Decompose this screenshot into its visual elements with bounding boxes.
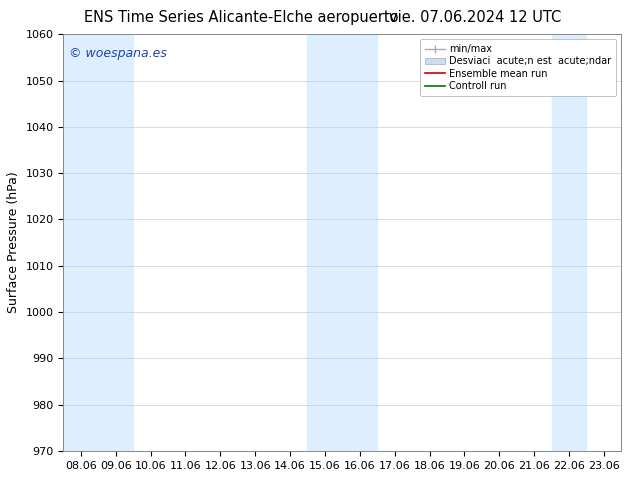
Text: vie. 07.06.2024 12 UTC: vie. 07.06.2024 12 UTC <box>389 10 562 25</box>
Bar <box>552 34 586 451</box>
Bar <box>63 34 98 451</box>
Bar <box>342 34 377 451</box>
Text: ENS Time Series Alicante-Elche aeropuerto: ENS Time Series Alicante-Elche aeropuert… <box>84 10 398 25</box>
Bar <box>307 34 342 451</box>
Y-axis label: Surface Pressure (hPa): Surface Pressure (hPa) <box>7 172 20 314</box>
Bar <box>98 34 133 451</box>
Legend: min/max, Desviaci  acute;n est  acute;ndar, Ensemble mean run, Controll run: min/max, Desviaci acute;n est acute;ndar… <box>420 39 616 96</box>
Text: © woespana.es: © woespana.es <box>69 47 167 60</box>
